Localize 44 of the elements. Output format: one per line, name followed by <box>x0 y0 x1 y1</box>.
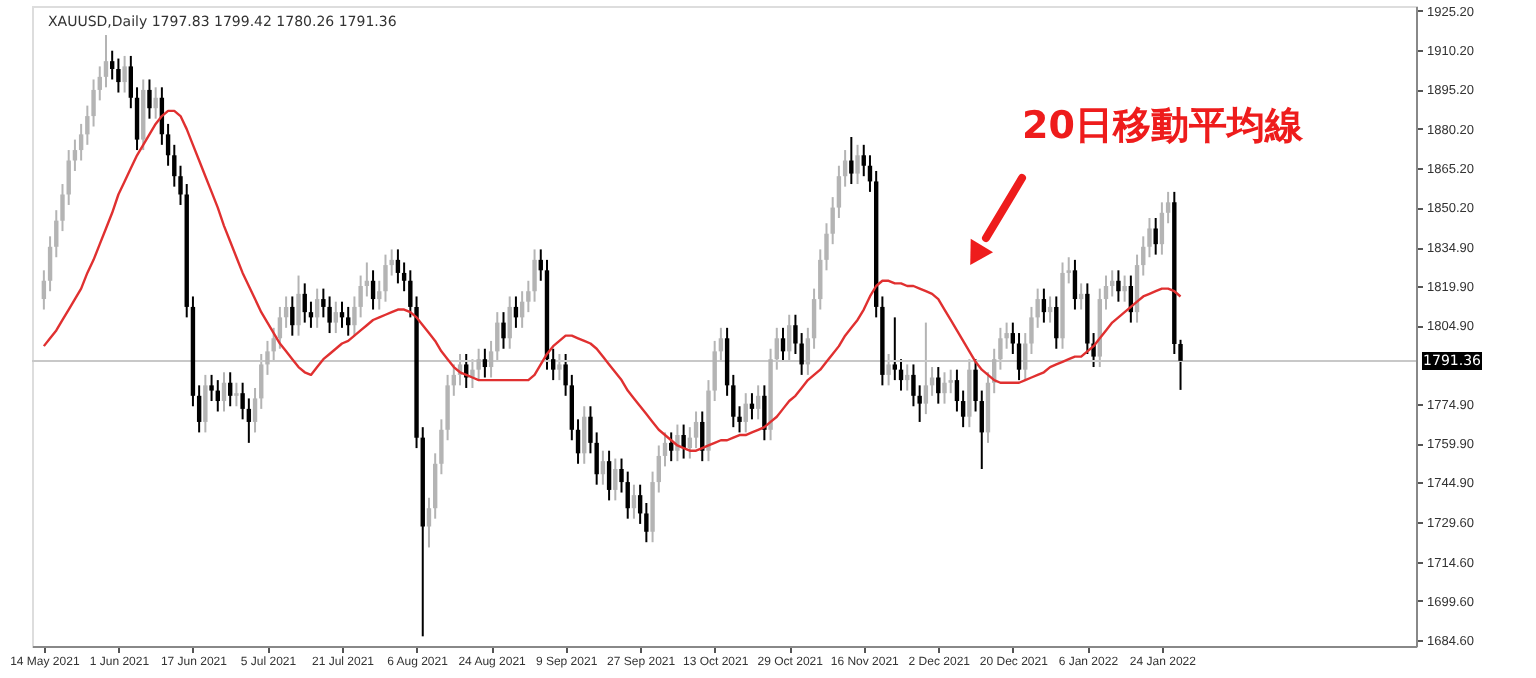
candlestick <box>669 431 674 463</box>
candlestick <box>886 352 891 387</box>
candlestick <box>501 311 506 350</box>
candlestick <box>762 384 767 442</box>
candlestick <box>675 423 680 463</box>
candlestick <box>296 274 301 337</box>
candlestick <box>1072 258 1078 311</box>
candlestick <box>967 358 972 429</box>
candlestick <box>122 54 127 94</box>
candlestick <box>153 86 158 120</box>
candlestick <box>383 253 388 303</box>
candlestick <box>631 483 637 520</box>
candlestick <box>507 295 512 350</box>
candlestick <box>923 321 929 416</box>
candlestick <box>1153 217 1158 256</box>
candlestick <box>787 313 792 363</box>
candlestick <box>395 248 401 285</box>
candlestick <box>327 295 332 335</box>
candlestick <box>116 57 121 94</box>
candlestick <box>234 381 239 408</box>
candlestick <box>203 373 208 434</box>
candlestick <box>780 326 786 363</box>
candlestick <box>600 449 606 486</box>
candlestick <box>1054 295 1059 350</box>
candlestick <box>849 135 854 186</box>
candlestick <box>209 373 214 403</box>
candlestick <box>681 423 686 460</box>
candlestick <box>855 143 860 186</box>
candlestick <box>228 371 233 408</box>
candlestick <box>613 457 618 502</box>
candlestick <box>942 371 947 405</box>
candlestick <box>1041 287 1047 324</box>
candlestick <box>290 295 295 337</box>
candlestick <box>755 384 761 421</box>
candlestick <box>1116 269 1121 303</box>
candlestick <box>557 352 562 382</box>
candlestick <box>1122 274 1127 303</box>
annotation: 20日移動平均線 <box>1022 104 1305 148</box>
candlestick <box>606 449 612 502</box>
candlestick <box>333 300 338 335</box>
candlestick <box>476 347 481 382</box>
candlestick <box>346 305 351 337</box>
candlestick <box>482 347 488 379</box>
candlestick <box>147 78 152 120</box>
